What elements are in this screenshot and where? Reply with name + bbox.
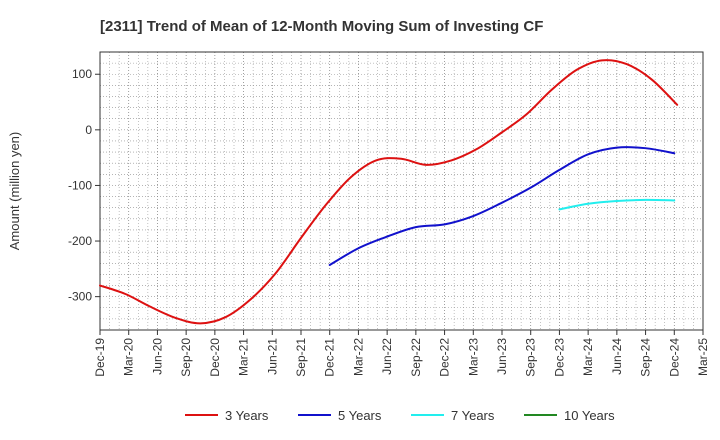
x-tick-label: Sep-20 — [179, 338, 193, 377]
y-tick-label: 100 — [72, 67, 92, 81]
x-tick-label: Sep-22 — [409, 338, 423, 377]
y-tick-label: -300 — [68, 290, 92, 304]
y-axis-label: Amount (million yen) — [7, 132, 22, 251]
plot-area: 100 0 -100 -200 -300 Dec-19 Mar-20 Jun-20 Sep-20… — [68, 51, 710, 377]
plot-frame — [99, 51, 704, 331]
x-tick-label: Mar-24 — [581, 338, 595, 376]
series-line-3-years — [99, 59, 679, 325]
legend-label: 10 Years — [564, 408, 615, 423]
x-tick-label: Dec-21 — [323, 338, 337, 377]
series-line-5-years — [328, 146, 676, 266]
x-tick-label: Mar-25 — [696, 338, 710, 376]
legend: 3 Years 5 Years 7 Years 10 Years — [185, 408, 615, 423]
x-tick-label: Sep-21 — [294, 338, 308, 377]
y-tick-label: -200 — [68, 234, 92, 248]
x-tick-label: Dec-19 — [93, 338, 107, 377]
x-tick-label: Mar-20 — [122, 338, 136, 376]
x-tick-label: Jun-23 — [495, 338, 509, 375]
x-tick-label: Jun-22 — [380, 338, 394, 375]
x-tick-label: Mar-22 — [351, 338, 365, 376]
x-tick-label: Mar-23 — [466, 338, 480, 376]
legend-label: 7 Years — [451, 408, 495, 423]
chart-title: [2311] Trend of Mean of 12-Month Moving … — [100, 18, 543, 35]
x-tick-label: Sep-24 — [639, 338, 653, 377]
y-tick-label: -100 — [68, 178, 92, 192]
x-tick-label: Dec-20 — [208, 338, 222, 377]
x-tick-label: Jun-20 — [150, 338, 164, 375]
y-tick-label: 0 — [85, 123, 92, 137]
plot-background — [100, 52, 703, 330]
x-tick-label: Sep-23 — [524, 338, 538, 377]
x-tick-label: Jun-24 — [610, 338, 624, 375]
legend-label: 3 Years — [225, 408, 269, 423]
legend-label: 5 Years — [338, 408, 382, 423]
x-tick-label: Mar-21 — [237, 338, 251, 376]
series-line-7-years — [558, 198, 676, 211]
x-tick-label: Dec-23 — [552, 338, 566, 377]
x-tick-label: Jun-21 — [265, 338, 279, 375]
x-tick-label: Dec-24 — [667, 338, 681, 377]
x-tick-label: Dec-22 — [438, 338, 452, 377]
